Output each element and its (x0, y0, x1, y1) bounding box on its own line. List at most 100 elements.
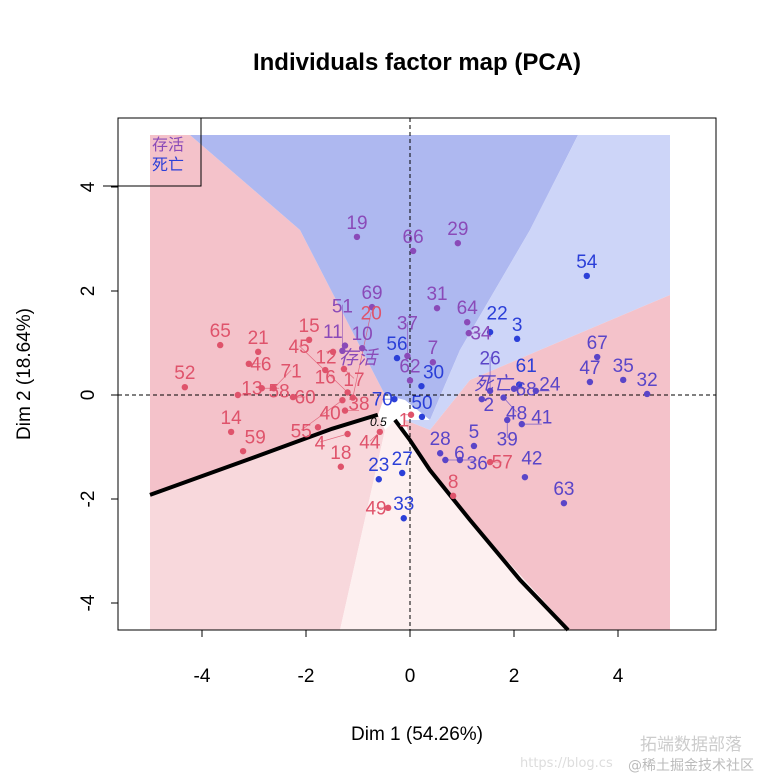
point-label-14: 14 (221, 408, 243, 429)
point-11 (341, 342, 349, 349)
point-14 (227, 428, 235, 436)
point-10 (358, 345, 366, 352)
point-39 (504, 416, 511, 424)
point-22 (486, 328, 494, 336)
point-label-13: 13 (241, 379, 262, 400)
point-54 (583, 272, 590, 280)
legend-entry-0: 存活 (152, 136, 184, 154)
leader-line-48 (503, 397, 517, 413)
point-62 (406, 377, 414, 384)
point-label-38: 38 (348, 394, 369, 415)
point-29 (454, 239, 462, 247)
point-18 (337, 463, 345, 470)
chart-title: Individuals factor map (PCA) (253, 49, 581, 76)
point-61 (516, 381, 523, 388)
y-tick-label: -2 (78, 491, 99, 508)
point-label-20: 20 (361, 303, 382, 324)
leader-line-55 (300, 399, 343, 431)
region-red (150, 135, 385, 495)
point-2 (478, 395, 485, 403)
point-label-28: 28 (430, 429, 451, 450)
point-label-24: 24 (539, 374, 561, 395)
point-label-26: 26 (480, 348, 501, 369)
point-label-50: 50 (411, 393, 432, 414)
group-label-1: 死亡 (474, 374, 514, 395)
point-label-2: 2 (483, 395, 494, 416)
point-label-30: 30 (423, 363, 444, 384)
leader-line-20 (352, 311, 372, 398)
legend-entry-1: 死亡 (152, 156, 184, 174)
point-label-60: 60 (295, 388, 316, 409)
point-47 (586, 378, 594, 386)
point-13 (234, 391, 242, 399)
plot-frame (117, 117, 717, 631)
region-pink (150, 415, 385, 630)
point-label-66: 66 (403, 227, 424, 248)
point-label-61: 61 (516, 356, 537, 377)
watermark-url: https://blog.cs (520, 756, 613, 771)
point-7 (429, 359, 437, 366)
point-51 (339, 347, 346, 354)
point-label-8: 8 (448, 472, 459, 493)
point-label-47: 47 (579, 358, 600, 379)
point-label-68: 68 (516, 379, 537, 400)
point-label-35: 35 (613, 356, 634, 377)
point-24 (532, 387, 540, 395)
point-20 (349, 394, 356, 401)
x-tick-label: 0 (405, 666, 416, 687)
point-label-15: 15 (299, 316, 320, 337)
point-52 (181, 384, 189, 391)
point-label-55: 55 (291, 422, 312, 443)
point-label-18: 18 (330, 443, 351, 464)
point-label-51: 51 (332, 296, 353, 317)
point-label-7: 7 (428, 338, 439, 359)
point-34 (465, 329, 472, 337)
point-21 (254, 348, 262, 356)
point-label-57: 57 (492, 453, 513, 474)
point-label-49: 49 (365, 498, 386, 519)
point-label-65: 65 (210, 321, 231, 342)
point-69 (368, 303, 376, 311)
contour-line-left (149, 412, 379, 497)
point-41 (518, 420, 525, 428)
point-label-39: 39 (497, 429, 518, 450)
point-45 (344, 389, 351, 396)
point-8 (449, 492, 457, 500)
point-label-52: 52 (174, 363, 195, 384)
point-66 (409, 247, 417, 255)
point-48 (500, 394, 507, 401)
point-63 (560, 499, 568, 507)
point-label-5: 5 (469, 422, 480, 443)
point-23 (375, 476, 382, 483)
x-tick-label: -2 (298, 666, 315, 687)
point-label-71: 71 (281, 362, 302, 383)
point-27 (399, 469, 406, 477)
point-30 (418, 382, 425, 390)
point-label-16: 16 (315, 368, 336, 389)
point-label-36: 36 (467, 454, 488, 475)
point-4 (344, 430, 351, 438)
y-tick-label: 4 (78, 181, 99, 192)
y-tick-label: -4 (78, 594, 99, 611)
point-label-1: 1 (399, 410, 410, 431)
point-label-41: 41 (531, 408, 552, 429)
x-tick-label: 4 (613, 666, 624, 687)
point-label-34: 34 (470, 324, 492, 345)
point-50 (418, 413, 426, 421)
point-70 (391, 395, 398, 403)
watermark-brand: 拓端数据部落 (640, 735, 742, 755)
x-axis-label: Dim 1 (54.26%) (351, 724, 483, 745)
point-46 (245, 360, 252, 367)
point-label-3: 3 (512, 315, 523, 336)
point-label-56: 56 (386, 334, 407, 355)
leader-line-4 (319, 433, 348, 443)
point-label-42: 42 (521, 449, 542, 470)
point-label-23: 23 (368, 455, 389, 476)
y-tick-label: 2 (78, 286, 99, 297)
y-axis-label: Dim 2 (18.64%) (14, 308, 35, 440)
point-label-22: 22 (487, 303, 508, 324)
point-33 (400, 515, 407, 522)
watermark-sub: @稀土掘金技术社区 (628, 758, 754, 774)
